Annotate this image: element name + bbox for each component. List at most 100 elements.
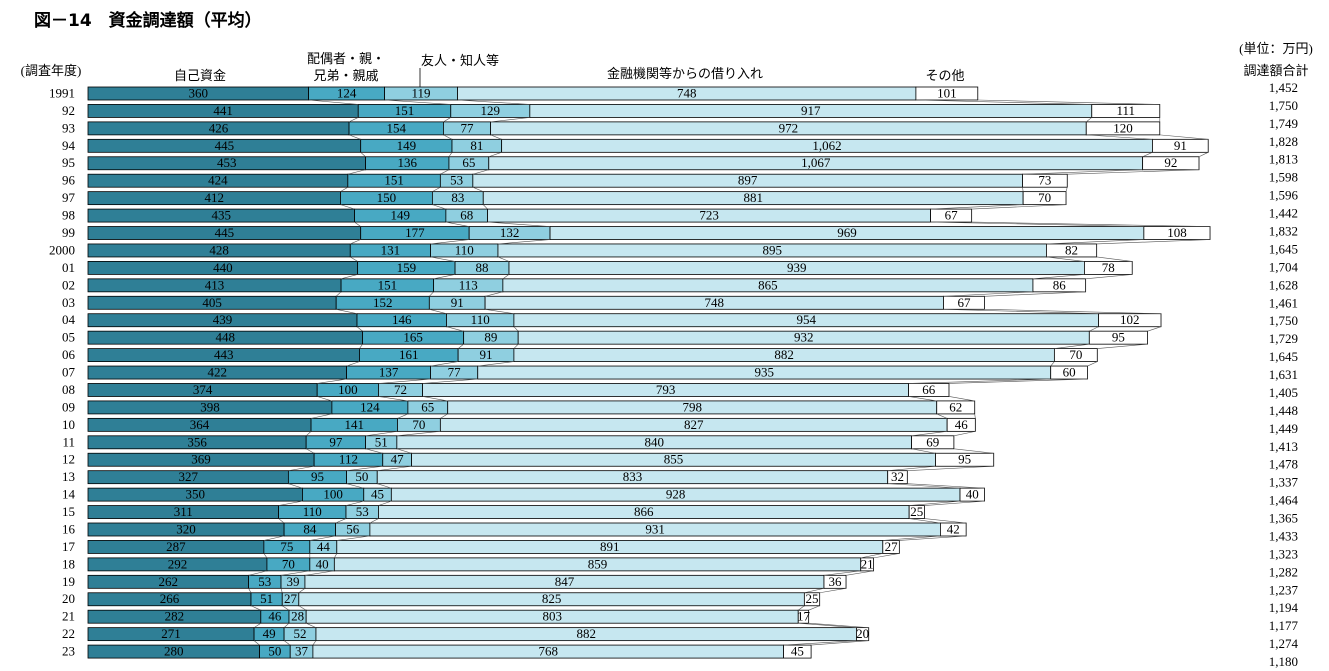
connector	[472, 186, 484, 192]
category-label: 06	[62, 347, 76, 362]
connector	[1065, 187, 1068, 192]
connector	[887, 465, 936, 471]
data-label: 882	[774, 347, 794, 362]
connector	[429, 291, 434, 297]
bar-segment	[1091, 104, 1161, 118]
data-label: 917	[801, 103, 821, 118]
connector	[430, 239, 470, 245]
data-label: 428	[209, 242, 229, 257]
data-label: 798	[682, 399, 702, 414]
category-label: 2000	[49, 242, 75, 257]
total-label: 1,452	[1269, 80, 1298, 95]
data-label: 398	[200, 399, 220, 414]
data-label: 866	[634, 504, 654, 519]
connector	[278, 500, 303, 506]
connector	[346, 483, 364, 489]
connector	[907, 483, 985, 489]
data-label: 146	[392, 312, 412, 327]
connector	[334, 553, 338, 559]
connector	[457, 343, 464, 349]
bar-segment	[1022, 191, 1067, 206]
data-label: 151	[384, 173, 404, 188]
total-label: 1,365	[1269, 511, 1298, 526]
connector	[811, 640, 869, 646]
category-header: (調査年度)	[20, 63, 82, 78]
connector	[1046, 256, 1085, 262]
data-label: 108	[1167, 225, 1187, 240]
connector	[396, 448, 412, 454]
data-label: 439	[213, 312, 233, 327]
connector	[1096, 256, 1133, 262]
connector	[907, 465, 994, 471]
total-label: 1,461	[1269, 295, 1298, 310]
bar-segment	[908, 505, 925, 519]
connector	[384, 99, 451, 105]
category-label: 15	[62, 504, 75, 519]
category-label: 92	[62, 103, 75, 118]
bar-segment	[1084, 260, 1133, 275]
data-label: 445	[215, 225, 235, 240]
connector	[909, 500, 961, 506]
data-label: 443	[214, 347, 234, 362]
connector	[280, 588, 283, 593]
data-label: 73	[1038, 173, 1051, 188]
data-label: 931	[645, 521, 665, 536]
data-label: 70	[282, 556, 295, 571]
data-label: 112	[339, 452, 358, 467]
connector	[365, 448, 383, 454]
category-label: 93	[62, 120, 75, 135]
connector	[378, 378, 431, 384]
category-label: 09	[62, 399, 75, 414]
connector	[440, 413, 448, 419]
bar-segment	[946, 417, 976, 432]
data-label: 91	[1174, 138, 1187, 153]
data-label: 768	[538, 644, 558, 659]
connector	[440, 169, 450, 175]
category-label: 96	[62, 173, 76, 188]
data-label: 405	[202, 295, 222, 310]
total-label: 1,442	[1269, 206, 1298, 221]
data-label: 46	[955, 417, 969, 432]
data-label: 149	[390, 208, 410, 223]
data-label: 748	[677, 85, 697, 100]
data-label: 45	[371, 487, 384, 502]
connector	[808, 605, 820, 611]
connector	[971, 221, 1211, 227]
connector	[309, 535, 336, 541]
category-label: 22	[62, 626, 75, 641]
connector	[378, 500, 392, 506]
data-label: 95	[311, 469, 324, 484]
connector	[304, 570, 335, 576]
data-label: 17	[797, 609, 811, 624]
total-label: 1,645	[1269, 349, 1298, 364]
connector	[513, 326, 519, 332]
data-label: 154	[386, 120, 406, 135]
category-label: 03	[62, 295, 75, 310]
connector	[513, 343, 519, 349]
bar-segment	[856, 627, 870, 642]
data-label: 101	[937, 85, 957, 100]
data-label: 49	[263, 626, 276, 641]
connector	[984, 308, 1162, 315]
data-label: 266	[160, 591, 180, 606]
connector	[1086, 134, 1153, 140]
connector	[860, 553, 883, 559]
data-label: 81	[470, 138, 483, 153]
data-label: 21	[861, 556, 874, 571]
bar-segment	[930, 208, 973, 223]
data-label: 88	[476, 260, 489, 275]
category-label: 98	[62, 208, 75, 223]
bar-segment	[911, 435, 955, 450]
data-label: 954	[796, 312, 816, 327]
category-label: 1991	[49, 85, 75, 100]
data-label: 95	[958, 452, 971, 467]
data-label: 445	[215, 138, 235, 153]
data-label: 70	[412, 417, 425, 432]
data-label: 364	[190, 417, 210, 432]
connector	[924, 518, 967, 524]
data-label: 65	[462, 155, 475, 170]
connector	[930, 221, 1144, 227]
total-label: 1,177	[1269, 618, 1299, 633]
data-label: 897	[738, 173, 758, 188]
total-label: 1,729	[1269, 331, 1298, 346]
